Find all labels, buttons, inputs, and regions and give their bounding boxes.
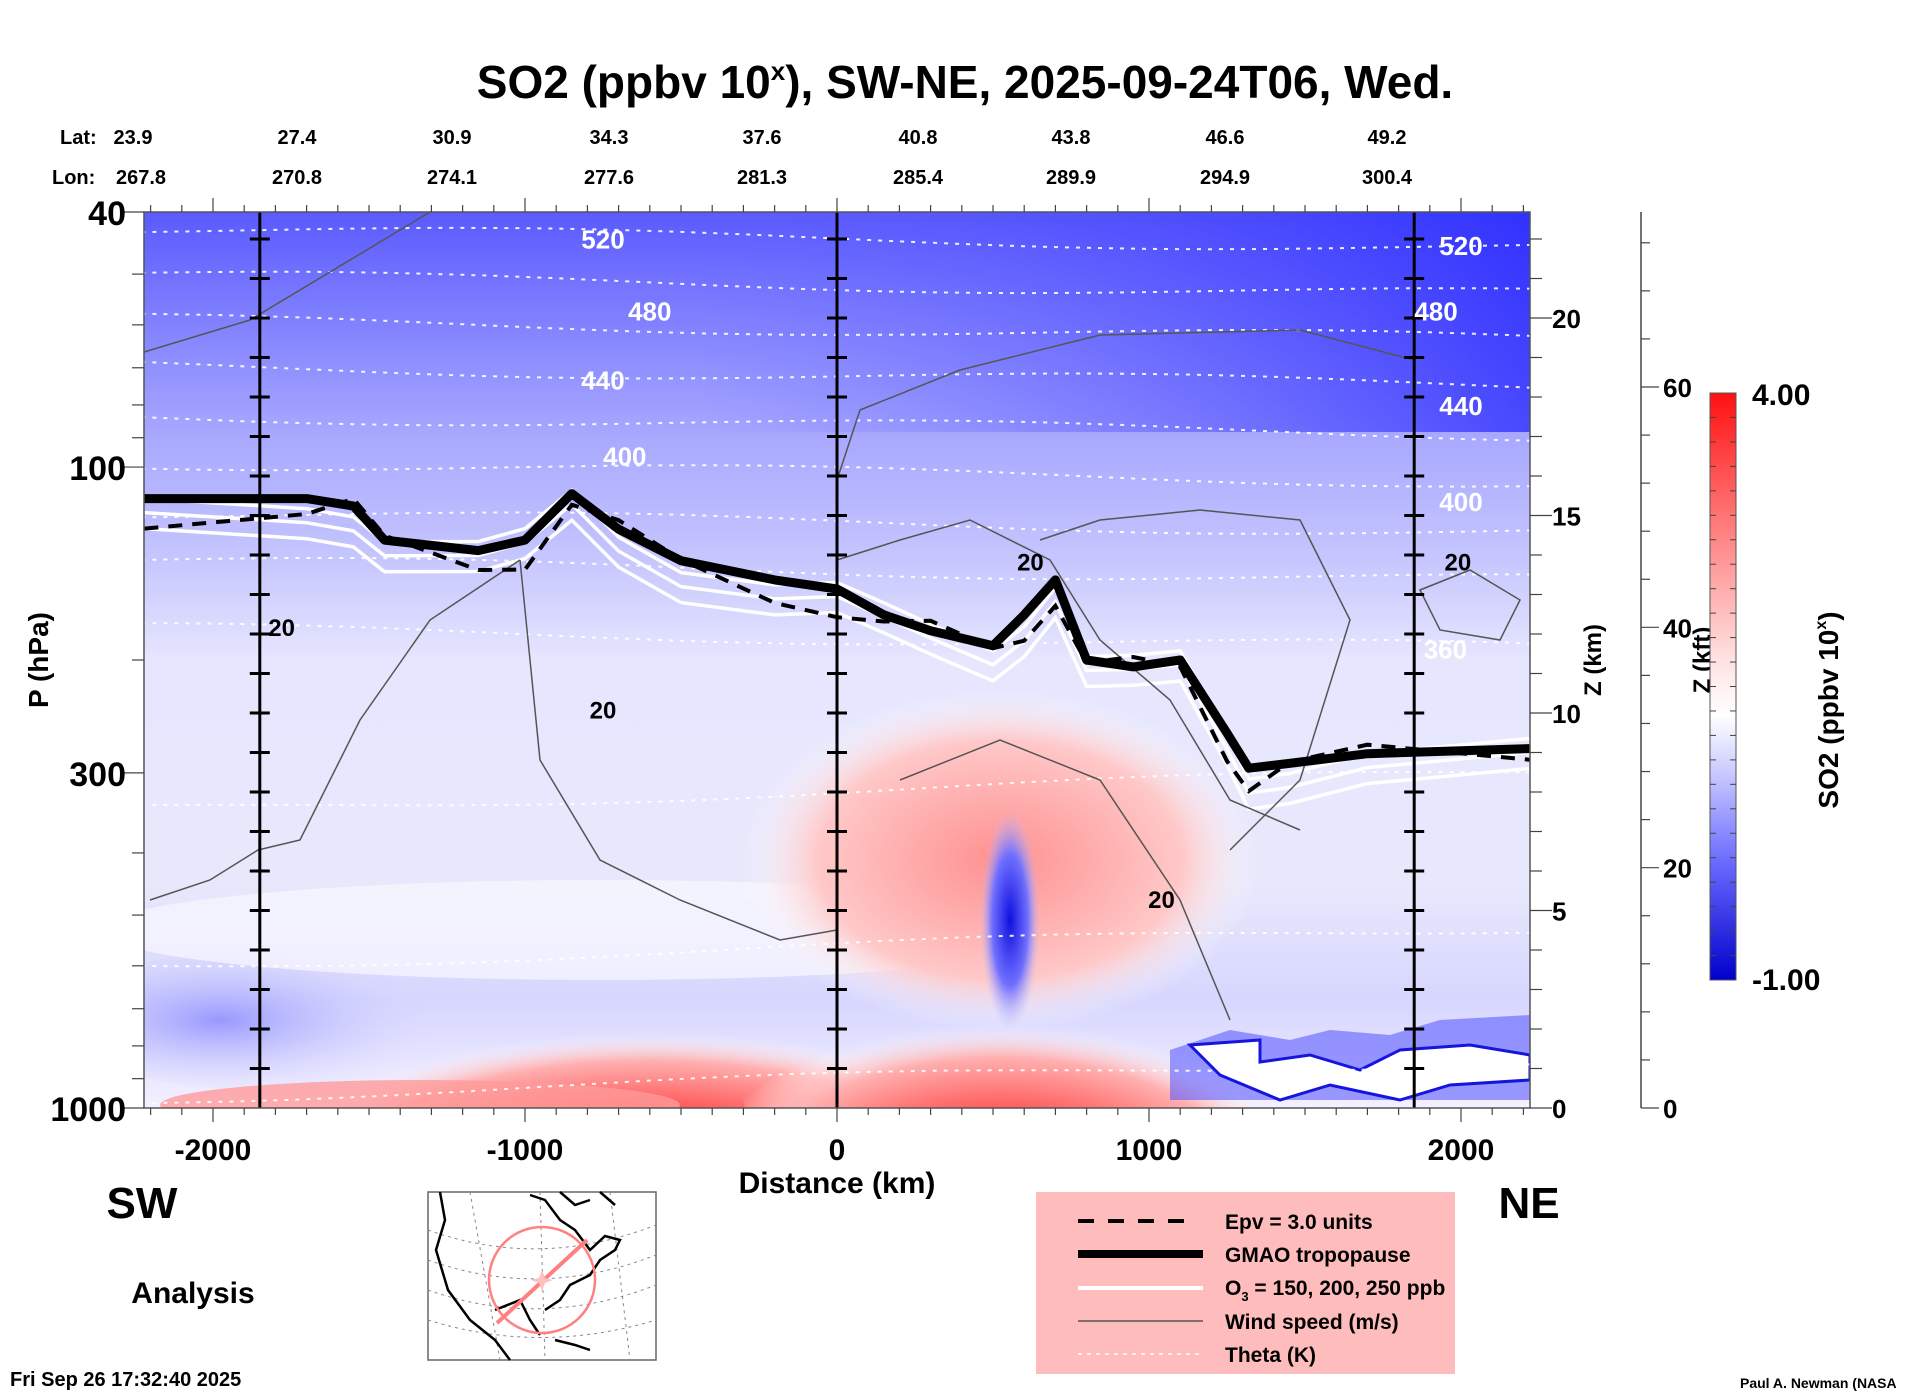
legend-label-tropopause: GMAO tropopause (1225, 1244, 1411, 1267)
lat-value: 34.3 (590, 127, 629, 149)
so2-red-surface-band (160, 1080, 680, 1108)
y-tick-label: 1000 (50, 1091, 126, 1129)
wind-speed-contour (519, 559, 838, 941)
theta-contour-label: 360 (1424, 635, 1467, 665)
wind-contour-label: 20 (1017, 550, 1044, 577)
map-graticule (427, 1191, 657, 1361)
wind-contour-label: 20 (1445, 550, 1472, 577)
colorbar-min-label: -1.00 (1752, 964, 1820, 997)
lat-lon-header: Lat: Lon: 23.9 27.4 30.9 34.3 37.6 40.8 43.8 46.6… (52, 127, 1413, 189)
z-kft-tick-label: 0 (1663, 1094, 1677, 1124)
y-tick-label: 300 (69, 756, 126, 794)
so2-blue-streak (980, 810, 1040, 1030)
theta-contour-label: 440 (581, 365, 624, 395)
lon-value: 277.6 (584, 167, 634, 189)
x-tick-label: 1000 (1116, 1134, 1183, 1167)
z-km-tick-label: 15 (1552, 502, 1581, 532)
direction-sw: SW (107, 1179, 178, 1228)
theta-contour-label: 520 (1439, 231, 1482, 261)
lon-value: 267.8 (116, 167, 166, 189)
x-tick-label: -1000 (487, 1134, 564, 1167)
legend-box (1036, 1192, 1455, 1374)
z-km-tick-label: 0 (1552, 1094, 1566, 1124)
lat-value: 40.8 (899, 127, 938, 149)
so2-field-upper-right-enhancement (700, 212, 1530, 432)
z-km-tick-label: 5 (1552, 897, 1566, 927)
z-kft-tick-label: 60 (1663, 373, 1692, 403)
y-axis-label: P (hPa) (23, 612, 54, 708)
lat-value: 37.6 (743, 127, 782, 149)
wind-speed-contour (836, 519, 1301, 831)
axes: -2000 -1000 0 1000 2000 40 100 300 1000 0 5 10 15 20 0… (50, 195, 1692, 1167)
map-center-star (531, 1270, 553, 1291)
legend: Epv = 3.0 units GMAO tropopause O3 = 150… (1036, 1192, 1455, 1374)
timestamp: Fri Sep 26 17:32:40 2025 (10, 1369, 241, 1391)
lon-value: 274.1 (427, 167, 477, 189)
credit: Paul A. Newman (NASA (1740, 1375, 1897, 1391)
wind-speed-contour (1039, 509, 1351, 851)
wind-contour-label: 20 (590, 697, 617, 724)
x-tick-label: 0 (829, 1134, 846, 1167)
wind-speed-contour (149, 559, 521, 901)
ozone-contour (144, 517, 1530, 812)
wind-speed-contour (144, 212, 431, 353)
plot-area: 520 480 440 400 520 480 440 400 360 20 20 20 20 20 (144, 212, 1530, 1108)
theta-contour-label: 400 (1439, 487, 1482, 517)
analysis-label: Analysis (131, 1277, 254, 1310)
lat-value: 49.2 (1368, 127, 1407, 149)
z-km-tick-label: 10 (1552, 699, 1581, 729)
x-tick-label: 2000 (1428, 1134, 1495, 1167)
chart-title: SO2 (ppbv 10x), SW-NE, 2025-09-24T06, We… (477, 56, 1453, 108)
z-kft-tick-label: 20 (1663, 854, 1692, 884)
wind-speed-contour (899, 739, 1231, 1021)
wind-speed-contour (836, 329, 1415, 481)
theta-contour-label: 480 (1414, 297, 1457, 327)
direction-ne: NE (1498, 1179, 1559, 1228)
lon-value: 300.4 (1362, 167, 1413, 189)
so2-red-plume-east (740, 940, 1260, 1108)
lon-value: 270.8 (272, 167, 322, 189)
lon-value: 281.3 (737, 167, 787, 189)
y-tick-label: 40 (88, 195, 126, 233)
so2-white-patches-east (1186, 1038, 1530, 1102)
lat-value: 46.6 (1206, 127, 1245, 149)
x-axis-label: Distance (km) (739, 1167, 936, 1200)
location-map-inset (427, 1191, 657, 1361)
lon-label: Lon: (52, 167, 95, 189)
lat-value: 30.9 (433, 127, 472, 149)
legend-label-ozone: O3 = 150, 200, 250 ppb (1225, 1277, 1445, 1304)
colorbar: 4.00 -1.00 SO2 (ppbv 10x) (1709, 379, 1844, 997)
gmao-tropopause-line (144, 489, 1530, 773)
lat-value: 43.8 (1052, 127, 1091, 149)
theta-contour-label: 520 (581, 225, 624, 255)
legend-label-theta: Theta (K) (1225, 1344, 1316, 1367)
wind-contour-label: 20 (268, 615, 295, 642)
z-km-tick-label: 20 (1552, 304, 1581, 334)
lat-value: 23.9 (114, 127, 153, 149)
colorbar-max-label: 4.00 (1752, 379, 1810, 412)
x-tick-label: -2000 (175, 1134, 252, 1167)
y2-axis-label: Z (km) (1580, 624, 1607, 696)
z-kft-tick-label: 40 (1663, 613, 1692, 643)
colorbar-label: SO2 (ppbv 10x) (1813, 611, 1844, 808)
lat-value: 27.4 (278, 127, 318, 149)
legend-label-wind: Wind speed (m/s) (1225, 1311, 1399, 1334)
legend-label-epv: Epv = 3.0 units (1225, 1211, 1373, 1234)
wind-contour-label: 20 (1148, 887, 1175, 914)
map-range-circle (487, 1225, 597, 1335)
map-coastlines (434, 1191, 622, 1361)
lon-value: 285.4 (893, 167, 944, 189)
theta-contour-label: 440 (1439, 391, 1482, 421)
theta-contour-label: 480 (628, 297, 671, 327)
lat-label: Lat: (60, 127, 97, 149)
y-tick-label: 100 (69, 450, 126, 488)
theta-contour-label: 400 (603, 442, 646, 472)
lon-value: 294.9 (1200, 167, 1250, 189)
lon-value: 289.9 (1046, 167, 1096, 189)
wind-speed-contour (1418, 569, 1521, 641)
